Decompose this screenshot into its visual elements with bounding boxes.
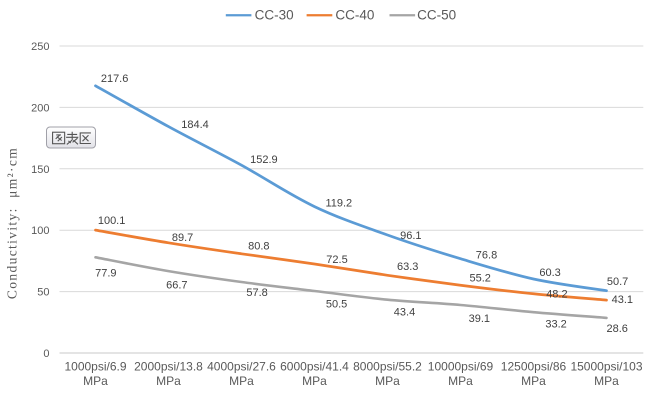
- svg-text:CC-40: CC-40: [335, 8, 374, 23]
- svg-text:MPa: MPa: [594, 374, 619, 388]
- svg-text:28.6: 28.6: [606, 323, 627, 335]
- svg-text:150: 150: [31, 164, 49, 176]
- svg-text:57.8: 57.8: [246, 287, 267, 299]
- svg-text:184.4: 184.4: [181, 119, 209, 131]
- svg-text:80.8: 80.8: [248, 241, 269, 253]
- svg-text:50: 50: [37, 287, 49, 299]
- svg-text:217.6: 217.6: [101, 73, 129, 85]
- svg-text:43.4: 43.4: [394, 307, 415, 319]
- svg-text:89.7: 89.7: [172, 232, 193, 244]
- svg-text:119.2: 119.2: [325, 197, 352, 209]
- svg-text:50.7: 50.7: [607, 276, 628, 288]
- svg-text:1000psi/6.9: 1000psi/6.9: [64, 359, 126, 373]
- svg-text:60.3: 60.3: [539, 267, 560, 279]
- svg-text:MPa: MPa: [229, 374, 254, 388]
- svg-text:39.1: 39.1: [469, 313, 490, 325]
- svg-text:50.5: 50.5: [326, 299, 347, 311]
- svg-text:MPa: MPa: [448, 374, 473, 388]
- svg-text:250: 250: [31, 41, 49, 53]
- svg-text:43.1: 43.1: [612, 294, 633, 306]
- svg-text:63.3: 63.3: [397, 261, 418, 273]
- svg-text:CC-30: CC-30: [255, 8, 294, 23]
- svg-text:76.8: 76.8: [476, 249, 497, 261]
- svg-text:MPa: MPa: [521, 374, 546, 388]
- svg-text:200: 200: [31, 102, 49, 114]
- svg-text:48.2: 48.2: [546, 289, 567, 301]
- svg-text:8000psi/55.2: 8000psi/55.2: [353, 359, 422, 373]
- svg-text:66.7: 66.7: [166, 280, 187, 292]
- svg-text:0: 0: [43, 348, 49, 360]
- svg-text:12500psi/86: 12500psi/86: [501, 359, 567, 373]
- svg-text:55.2: 55.2: [469, 272, 490, 284]
- svg-text:4000psi/27.6: 4000psi/27.6: [207, 359, 276, 373]
- svg-text:100.1: 100.1: [98, 215, 126, 227]
- svg-text:MPa: MPa: [302, 374, 327, 388]
- svg-text:CC-50: CC-50: [417, 8, 456, 23]
- svg-text:Conductivity: μm²·cm: Conductivity: μm²·cm: [5, 147, 20, 299]
- svg-text:15000psi/103: 15000psi/103: [570, 359, 642, 373]
- svg-text:72.5: 72.5: [326, 254, 347, 266]
- svg-text:100: 100: [31, 225, 49, 237]
- svg-text:MPa: MPa: [156, 374, 181, 388]
- svg-text:152.9: 152.9: [250, 154, 278, 166]
- svg-text:96.1: 96.1: [400, 230, 421, 242]
- svg-text:77.9: 77.9: [95, 268, 116, 280]
- svg-text:MPa: MPa: [83, 374, 108, 388]
- svg-text:10000psi/69: 10000psi/69: [428, 359, 494, 373]
- svg-text:MPa: MPa: [375, 374, 400, 388]
- svg-text:2000psi/13.8: 2000psi/13.8: [134, 359, 203, 373]
- svg-text:33.2: 33.2: [545, 318, 566, 330]
- svg-text:6000psi/41.4: 6000psi/41.4: [280, 359, 349, 373]
